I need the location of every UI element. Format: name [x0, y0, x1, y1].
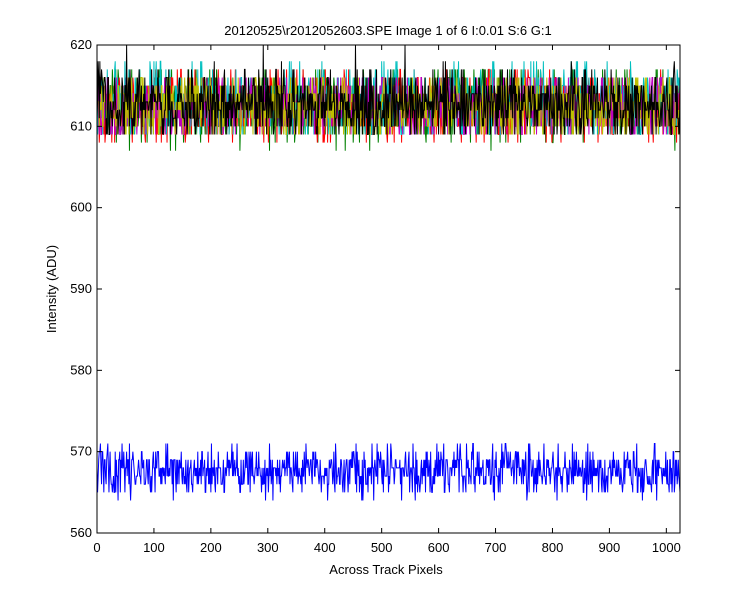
x-axis: 0 100 200 300 400 500 600 700 800 900 1000 [93, 45, 681, 555]
chart-title: 20120525\r2012052603.SPE Image 1 of 6 I:… [224, 23, 551, 38]
x-tick-label: 800 [542, 540, 564, 555]
y-tick-label: 610 [70, 118, 92, 133]
y-tick-label: 620 [70, 37, 92, 52]
y-tick-label: 600 [70, 200, 92, 215]
x-tick-label: 400 [314, 540, 336, 555]
x-tick-label: 700 [485, 540, 507, 555]
series-layer [96, 44, 681, 501]
y-axis: 560 570 580 590 600 610 620 [70, 37, 680, 540]
x-tick-label: 500 [371, 540, 393, 555]
x-tick-label: 200 [200, 540, 222, 555]
x-tick-label: 600 [428, 540, 450, 555]
x-axis-title: Across Track Pixels [329, 562, 443, 577]
x-tick-label: 1000 [652, 540, 681, 555]
x-tick-label: 100 [143, 540, 165, 555]
x-tick-label: 300 [257, 540, 279, 555]
y-axis-title: Intensity (ADU) [44, 245, 59, 333]
series-line [96, 443, 681, 501]
y-tick-label: 560 [70, 525, 92, 540]
y-tick-label: 580 [70, 362, 92, 377]
y-tick-label: 570 [70, 444, 92, 459]
y-tick-label: 590 [70, 281, 92, 296]
series-line [96, 44, 681, 135]
x-tick-label: 900 [599, 540, 621, 555]
x-tick-label: 0 [93, 540, 100, 555]
